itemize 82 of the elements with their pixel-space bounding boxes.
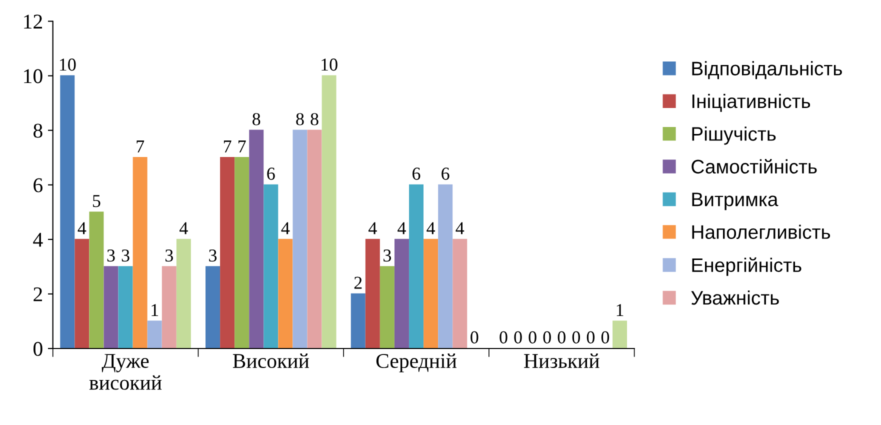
bar — [60, 75, 75, 348]
data-label: 4 — [398, 222, 406, 234]
y-tick-label: 2 — [34, 287, 42, 302]
data-label: 4 — [281, 222, 290, 234]
bar — [365, 238, 380, 348]
data-label: 3 — [209, 249, 217, 262]
data-label: 4 — [426, 222, 436, 234]
bar — [234, 157, 250, 348]
x-tick-label: Низький — [524, 354, 600, 368]
data-label: 0 — [528, 331, 536, 344]
bar — [292, 130, 308, 348]
legend-label: Витримка — [692, 192, 778, 210]
bar — [206, 266, 220, 348]
bar — [350, 293, 366, 348]
bar — [162, 266, 176, 348]
data-label: 8 — [296, 113, 304, 126]
data-label: 5 — [93, 195, 100, 208]
bar — [132, 157, 148, 348]
data-label: 4 — [180, 222, 188, 234]
legend-label: Ініціативність — [692, 94, 810, 112]
bar — [147, 320, 162, 348]
data-label: 10 — [322, 58, 338, 71]
data-label: 8 — [252, 113, 260, 126]
legend-label: Рішучість — [692, 126, 776, 145]
bar — [322, 75, 336, 348]
bar — [409, 184, 424, 348]
data-label: 6 — [412, 168, 420, 180]
bar — [438, 184, 453, 348]
data-label: 0 — [586, 331, 595, 344]
legend-label: Енергійність — [692, 257, 802, 276]
data-label: 0 — [470, 331, 478, 344]
data-label: 1 — [152, 304, 158, 316]
bar — [176, 238, 191, 348]
data-label: 7 — [136, 140, 144, 152]
data-label: 2 — [354, 276, 362, 289]
x-tick-label: Високий — [232, 354, 309, 368]
bar — [249, 130, 264, 348]
y-tick-label: 10 — [24, 69, 42, 84]
data-label: 6 — [442, 168, 450, 180]
bar — [380, 266, 394, 348]
data-label: 0 — [543, 331, 551, 344]
data-label: 8 — [310, 113, 318, 126]
data-label: 3 — [384, 249, 392, 262]
data-label: 7 — [238, 140, 246, 152]
legend-label: Відповідальність — [692, 61, 842, 80]
bar — [612, 320, 628, 348]
x-tick-label: Середній — [376, 354, 457, 372]
data-label: 3 — [166, 249, 173, 262]
legend-label: Самостійність — [692, 158, 817, 174]
data-label: 7 — [224, 140, 232, 152]
data-label: 1 — [616, 304, 624, 316]
data-label: 4 — [456, 222, 464, 234]
bar — [89, 212, 104, 348]
y-tick-label: 8 — [34, 124, 42, 138]
y-tick-label: 0 — [34, 342, 42, 356]
data-label: 6 — [267, 168, 275, 180]
bar — [74, 238, 90, 348]
data-label: 3 — [107, 249, 115, 262]
y-tick-label: 12 — [24, 14, 42, 28]
data-label: 0 — [514, 331, 522, 344]
legend-label: Уважність — [691, 290, 779, 305]
bar — [452, 238, 468, 348]
data-label: 10 — [60, 58, 76, 71]
data-label: 0 — [558, 331, 566, 344]
bar — [394, 238, 409, 348]
data-label: 3 — [122, 249, 130, 262]
data-label: 0 — [601, 331, 610, 344]
data-label: 4 — [78, 222, 86, 234]
bar — [278, 238, 293, 348]
bar — [307, 130, 322, 348]
bar — [104, 266, 118, 348]
y-tick-label: 6 — [34, 178, 43, 192]
bar — [118, 266, 133, 348]
y-tick-label: 4 — [33, 232, 43, 247]
bar — [264, 184, 278, 348]
data-label: 0 — [500, 331, 508, 344]
bar — [424, 238, 438, 348]
legend-label: Наполегливість — [692, 224, 830, 239]
data-label: 0 — [572, 331, 580, 344]
x-tick-label: Дуже високий — [89, 354, 162, 390]
data-label: 4 — [368, 222, 377, 234]
bar — [220, 157, 235, 348]
